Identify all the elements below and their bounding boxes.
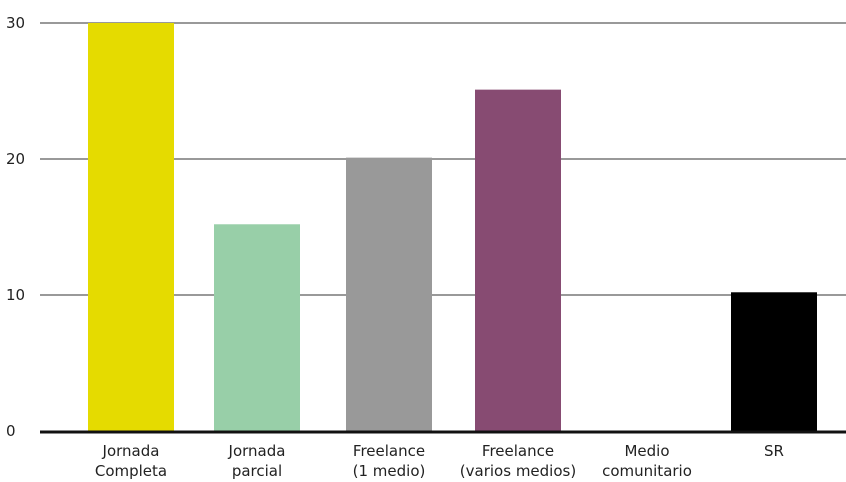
labels: 0 10 20 30 Jornada Completa Jornada parcial Free… <box>6 14 784 480</box>
category-label-line: SR <box>764 442 784 460</box>
bar <box>346 157 432 431</box>
category-label: Freelance (varios medios) <box>460 442 576 480</box>
category-label: SR <box>764 442 784 460</box>
bars <box>88 23 817 431</box>
category-label-line: (varios medios) <box>460 462 576 480</box>
y-tick-label: 30 <box>6 14 25 32</box>
category-label-line: Medio <box>624 442 669 460</box>
category-label: Jornada parcial <box>228 442 286 480</box>
y-tick-label: 20 <box>6 150 25 168</box>
category-label-line: Jornada <box>102 442 160 460</box>
bar <box>475 89 561 431</box>
category-label-line: (1 medio) <box>353 462 426 480</box>
y-tick-label: 0 <box>6 422 16 440</box>
category-label-line: Jornada <box>228 442 286 460</box>
bar <box>214 224 300 431</box>
category-label-line: Freelance <box>482 442 554 460</box>
category-label: Medio comunitario <box>602 442 692 480</box>
category-label-line: Freelance <box>353 442 425 460</box>
category-label-line: comunitario <box>602 462 692 480</box>
category-label-line: parcial <box>232 462 282 480</box>
bar <box>731 292 817 431</box>
category-label: Jornada Completa <box>95 442 167 480</box>
y-tick-label: 10 <box>6 286 25 304</box>
bar <box>88 23 174 431</box>
category-label: Freelance (1 medio) <box>353 442 426 480</box>
category-label-line: Completa <box>95 462 167 480</box>
gridlines <box>40 22 846 296</box>
